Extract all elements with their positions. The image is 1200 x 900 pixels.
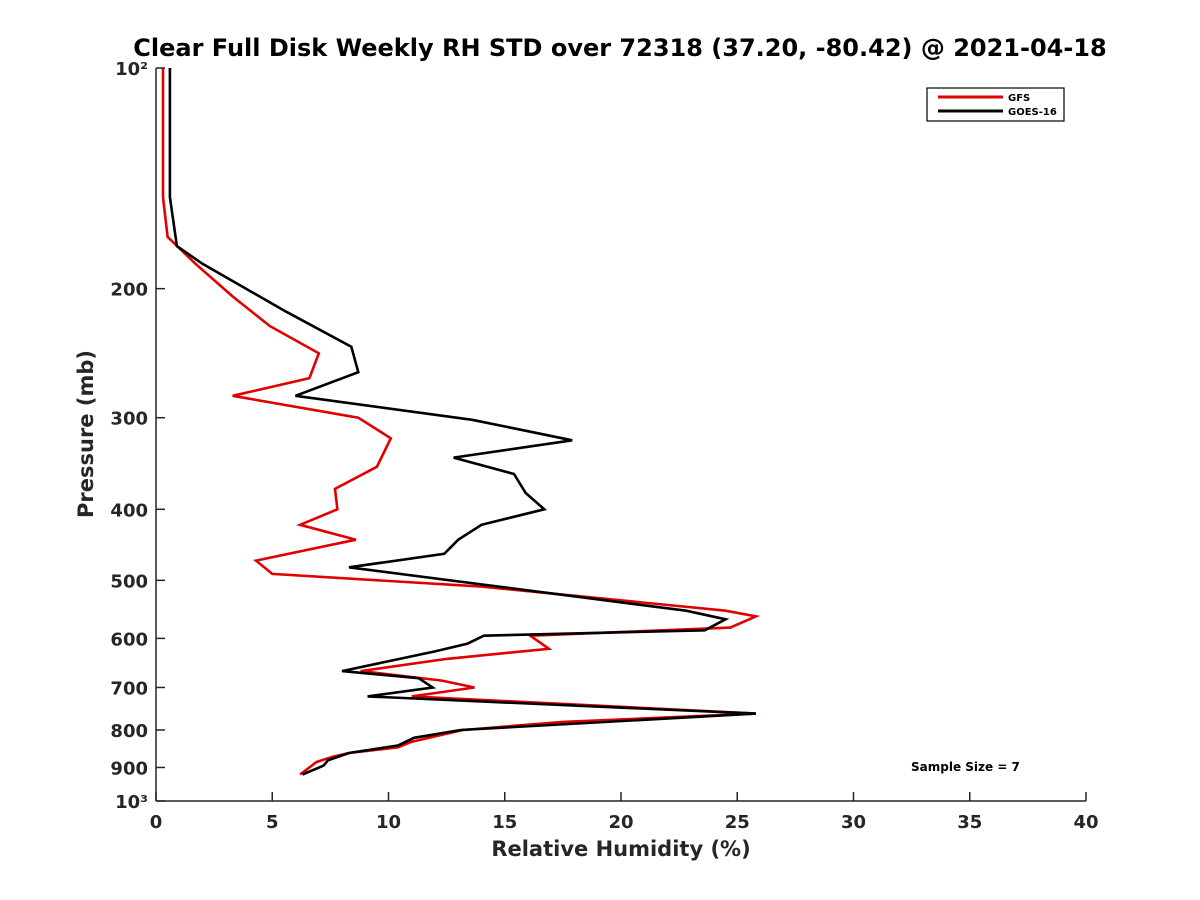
chart-title: Clear Full Disk Weekly RH STD over 72318… [133, 34, 1106, 62]
y-tick-label: 800 [110, 721, 148, 742]
y-tick-label: 10³ [115, 792, 148, 813]
series-line-gfs [161, 68, 761, 776]
legend-box [926, 87, 1065, 122]
series-line-goes-16 [168, 68, 756, 776]
x-tick-label: 0 [150, 812, 163, 833]
y-tick-label: 200 [110, 280, 148, 301]
y-tick-label: 400 [110, 500, 148, 521]
plot-area: 0 5 10 15 20 25 30 35 40 10² 200 300 400 500 600 700 800… [110, 59, 1098, 833]
y-tick-label: 600 [110, 629, 148, 650]
x-tick-label: 10 [376, 812, 401, 833]
y-tick-label: 700 [110, 678, 148, 699]
y-tick-label: 900 [110, 758, 148, 779]
x-tick-label: 15 [492, 812, 517, 833]
x-tick-label: 40 [1073, 812, 1098, 833]
y-tick-label: 300 [110, 409, 148, 430]
x-tick-label: 30 [841, 812, 866, 833]
legend: GFS GOES-16 [926, 87, 1065, 122]
y-tick-label: 10² [115, 59, 148, 80]
legend-label-goes-16: GOES-16 [1008, 107, 1057, 118]
x-axis-label: Relative Humidity (%) [491, 837, 750, 861]
x-tick-label: 20 [608, 812, 633, 833]
x-tick-label: 35 [957, 812, 982, 833]
x-tick-label: 25 [725, 812, 750, 833]
x-tick-label: 5 [266, 812, 279, 833]
y-tick-label: 500 [110, 571, 148, 592]
y-axis-label: Pressure (mb) [74, 350, 98, 518]
legend-label-gfs: GFS [1008, 93, 1030, 104]
series-layer [161, 68, 761, 776]
tick-layer: 0 5 10 15 20 25 30 35 40 10² 200 300 400 500 600 700 800… [110, 59, 1098, 833]
sample-size-annotation: Sample Size = 7 [911, 760, 1020, 774]
